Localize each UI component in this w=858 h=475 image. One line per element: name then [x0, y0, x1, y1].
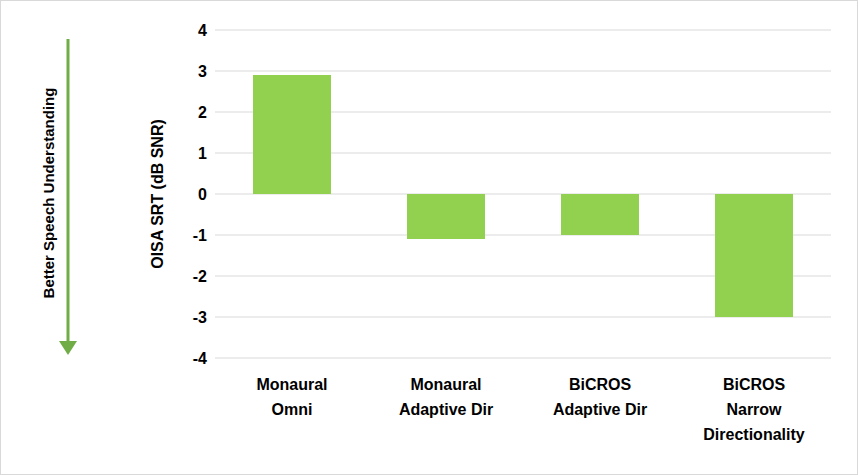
- svg-text:4: 4: [198, 22, 207, 39]
- svg-text:-4: -4: [193, 350, 207, 367]
- svg-text:BiCROSAdaptive Dir: BiCROSAdaptive Dir: [553, 376, 647, 418]
- svg-text:-3: -3: [193, 309, 207, 326]
- svg-text:BiCROSNarrowDirectionality: BiCROSNarrowDirectionality: [703, 376, 804, 443]
- svg-text:-1: -1: [193, 227, 207, 244]
- svg-text:MonauralOmni: MonauralOmni: [256, 376, 327, 418]
- svg-text:1: 1: [198, 145, 207, 162]
- svg-text:-2: -2: [193, 268, 207, 285]
- svg-text:2: 2: [198, 104, 207, 121]
- svg-text:0: 0: [198, 186, 207, 203]
- svg-text:3: 3: [198, 63, 207, 80]
- svg-text:OISA SRT (dB SNR): OISA SRT (dB SNR): [149, 119, 166, 269]
- svg-text:Better Speech Understanding: Better Speech Understanding: [40, 88, 57, 299]
- svg-text:MonauralAdaptive Dir: MonauralAdaptive Dir: [399, 376, 493, 418]
